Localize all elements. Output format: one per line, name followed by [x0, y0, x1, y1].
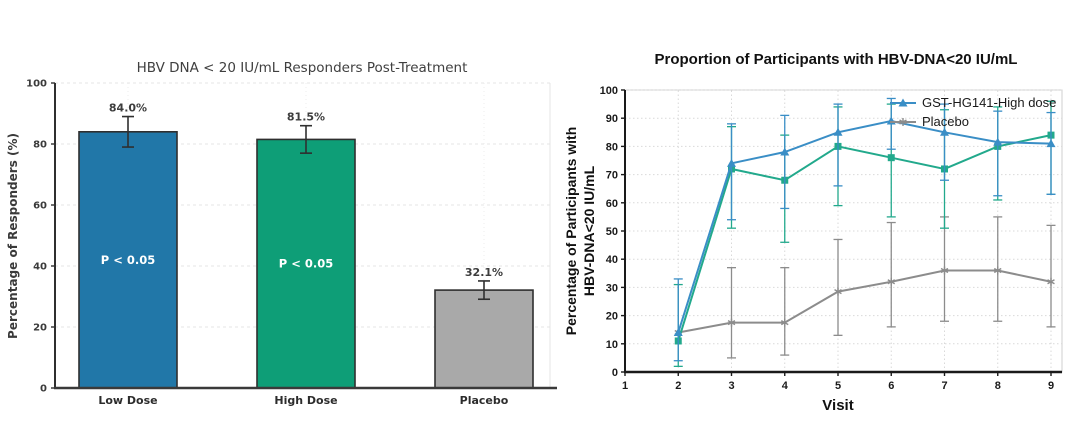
y-tick-label: 40	[606, 254, 618, 266]
x-tick-label: 5	[835, 380, 841, 392]
x-tick-label: 6	[888, 380, 894, 392]
series-line	[678, 269, 1052, 334]
line-chart-axes: 0 10 20 30 40 50 60 70 80 90 100 1 2 3 4 5 6 7 8 9	[600, 85, 1062, 392]
line-chart-y-axis-label-line2: HBV-DNA<20 IU/mL	[581, 165, 597, 296]
data-point-marker	[887, 279, 896, 285]
y-tick-label: 50	[606, 226, 618, 238]
x-category-label: High Dose	[274, 394, 337, 407]
legend-marker-triangle-icon	[898, 98, 908, 107]
data-point-marker	[780, 320, 789, 326]
bar-chart-y-axis-label: Percentage of Responders (%)	[6, 133, 20, 339]
legend-entry-placebo: Placebo	[922, 114, 969, 129]
y-tick-label: 20	[33, 323, 47, 334]
y-tick-label: 100	[600, 85, 618, 97]
x-tick-label: 1	[622, 380, 628, 392]
line-chart: 0 10 20 30 40 50 60 70 80 90 100 1 2 3 4 5 6 7 8 9 Proporti…	[563, 51, 1063, 414]
line-chart-x-axis-label: Visit	[822, 397, 853, 414]
y-tick-label: 30	[606, 282, 618, 294]
series-gst-hg141-high-dose	[673, 97, 1056, 362]
line-chart-y-axis-label-line1: Percentage of Participants with	[563, 127, 579, 336]
y-tick-label: 40	[33, 262, 47, 273]
y-tick-label: 70	[606, 170, 618, 182]
bar-value-label: 32.1%	[465, 266, 503, 279]
line-chart-title: Proportion of Participants with HBV-DNA<…	[655, 51, 1018, 68]
x-tick-label: 3	[728, 380, 734, 392]
x-tick-label: 9	[1048, 380, 1054, 392]
y-tick-label: 60	[33, 201, 47, 212]
legend-marker-samples	[890, 98, 916, 126]
data-point-marker	[1046, 139, 1056, 148]
series-line	[677, 134, 1052, 342]
legend-entry-high-dose: GST-HG141-High dose	[922, 95, 1056, 110]
bar-placebo	[434, 289, 534, 389]
data-point-marker	[1047, 279, 1055, 285]
x-category-label: Low Dose	[98, 394, 157, 407]
legend-marker-star-icon	[899, 119, 907, 125]
series-line	[677, 119, 1052, 333]
y-tick-label: 100	[26, 79, 47, 90]
data-point-marker	[833, 127, 843, 136]
data-point-marker	[780, 147, 790, 156]
data-point-marker	[834, 289, 842, 295]
data-point-marker	[673, 328, 683, 337]
bar-value-label: 84.0%	[109, 102, 147, 115]
data-point-marker	[727, 158, 736, 167]
data-point-marker	[727, 320, 736, 326]
data-point-marker	[993, 267, 1002, 274]
data-point-marker	[887, 154, 895, 162]
y-tick-label: 90	[606, 113, 618, 125]
y-tick-label: 80	[606, 141, 618, 153]
bar-chart-title: HBV DNA < 20 IU/mL Responders Post-Treat…	[137, 60, 468, 76]
x-tick-label: 4	[782, 380, 789, 392]
x-tick-label: 7	[941, 380, 947, 392]
bar-chart: 84.0% P < 0.05 81.5% P < 0.05 32.1% 0 20 40 60 8…	[6, 60, 557, 407]
data-point-marker	[940, 127, 949, 136]
bar-chart-bars: 84.0% P < 0.05 81.5% P < 0.05 32.1%	[78, 102, 534, 389]
bar-chart-axes: 0 20 40 60 80 100 Low Dose High Dose Placebo	[26, 79, 557, 407]
x-tick-label: 8	[995, 380, 1001, 392]
data-point-marker	[940, 267, 949, 274]
y-tick-label: 80	[33, 140, 47, 151]
y-tick-label: 0	[40, 384, 47, 395]
x-category-label: Placebo	[460, 394, 509, 407]
y-tick-label: 10	[606, 339, 618, 351]
data-point-marker	[993, 137, 1003, 146]
y-tick-label: 60	[606, 198, 618, 210]
bar-annotation: P < 0.05	[279, 257, 333, 271]
bar-value-label: 81.5%	[287, 111, 325, 124]
y-tick-label: 0	[612, 367, 618, 379]
line-chart-series	[673, 97, 1056, 368]
y-tick-label: 20	[606, 311, 618, 323]
x-tick-label: 2	[675, 380, 681, 392]
series-placebo	[674, 216, 1056, 359]
bar-low-dose	[78, 131, 178, 389]
bar-annotation: P < 0.05	[101, 253, 155, 267]
